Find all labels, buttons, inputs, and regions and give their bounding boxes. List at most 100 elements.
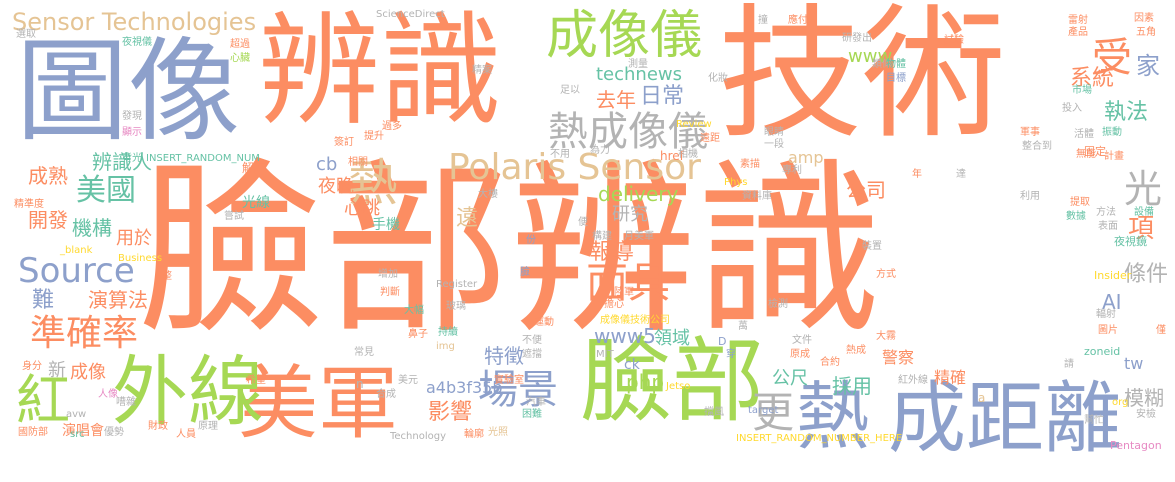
- word: 新: [48, 360, 66, 381]
- word: 為力: [590, 145, 610, 156]
- word: 辨識: [258, 0, 502, 142]
- word: www: [848, 46, 893, 67]
- word: 心跳: [344, 198, 380, 219]
- word: 影響: [428, 400, 473, 425]
- word: 遮擋: [522, 349, 542, 360]
- word: 精案: [472, 65, 492, 76]
- word: 超過: [230, 39, 250, 50]
- word: 更: [752, 388, 795, 437]
- word: Jetso: [666, 381, 691, 392]
- word: 採用: [832, 374, 872, 398]
- word: 類似: [872, 59, 892, 70]
- word: 背光: [122, 153, 142, 164]
- word: 遠距: [700, 133, 720, 144]
- word: 臉部: [580, 328, 765, 435]
- word: 警察: [882, 348, 915, 367]
- word: tw: [1124, 354, 1144, 373]
- word: 目標: [886, 73, 906, 84]
- word: 專利: [782, 165, 802, 176]
- word: 相機: [678, 149, 698, 160]
- word: 年: [912, 169, 922, 180]
- word: 設備: [1134, 207, 1154, 218]
- word: 提升: [364, 131, 384, 142]
- word: 系統: [1070, 66, 1115, 91]
- word: 夜視鏡: [1114, 235, 1147, 248]
- word: 嘈雜: [116, 397, 136, 408]
- word: 光: [1124, 167, 1163, 211]
- word: 遠: [456, 206, 479, 231]
- word: a: [978, 391, 986, 405]
- word: 開發: [28, 208, 68, 232]
- word: 臉部辨識: [138, 142, 883, 359]
- word: 公尺: [772, 368, 808, 389]
- word: MIT: [596, 349, 614, 360]
- word: org: [1112, 397, 1129, 408]
- word: 大霧: [876, 331, 896, 342]
- word: 成距離: [888, 374, 1123, 464]
- word: 物體: [886, 59, 906, 70]
- word: ck: [624, 357, 640, 373]
- word: 試驗: [944, 35, 964, 46]
- word: INSERT_RANDOM_NUMBER_HERE: [736, 433, 903, 444]
- word: 整: [162, 271, 172, 282]
- word: 領域: [654, 328, 690, 349]
- word: 輻射: [1096, 309, 1116, 320]
- word: ScienceDirect: [376, 9, 445, 20]
- word: 便: [578, 217, 588, 228]
- word: zoneid: [1084, 345, 1121, 358]
- word: 家: [1136, 52, 1160, 80]
- word: Pentagon: [1110, 439, 1162, 452]
- word: 份: [526, 235, 536, 246]
- word: 心臟: [230, 53, 250, 64]
- word: 光照: [488, 427, 508, 438]
- word: Register: [436, 279, 478, 290]
- word: 足以: [560, 85, 580, 96]
- word: 撞: [758, 15, 768, 26]
- word: 簽訂: [334, 137, 354, 148]
- word: 原成: [790, 349, 810, 360]
- word: 演算法: [88, 288, 148, 312]
- word: 受: [1092, 35, 1132, 81]
- word: 表面: [1098, 221, 1118, 232]
- word: 幫忙: [1084, 415, 1104, 426]
- word: 實驗室: [494, 375, 524, 386]
- word: INSERT_RANDOM_NUM: [146, 153, 260, 164]
- word: 陸軍: [614, 287, 634, 298]
- word: Technology: [390, 431, 447, 442]
- word: 發現: [122, 111, 142, 122]
- word: 穿: [726, 349, 736, 360]
- word: 準確率: [30, 313, 139, 354]
- word: technews: [596, 64, 683, 85]
- word: 財政: [148, 421, 168, 432]
- word: 常見: [354, 347, 374, 358]
- word: 玻璃: [446, 301, 466, 312]
- word: 計畫: [1104, 151, 1124, 162]
- word: 眼睛: [764, 127, 784, 138]
- word: amp: [788, 148, 824, 167]
- word: 活體: [1074, 129, 1094, 140]
- word: Business: [118, 253, 163, 264]
- word: a4b3f35b: [426, 378, 503, 397]
- word: 成像儀技術公司: [600, 315, 670, 326]
- word: 研究: [612, 204, 648, 225]
- word: 大樓: [478, 189, 498, 200]
- word: 美國: [76, 173, 136, 208]
- word: 素描: [740, 159, 760, 170]
- word: 投入: [1062, 103, 1082, 114]
- word: 演唱會: [62, 423, 104, 439]
- word: 鼻子: [408, 329, 428, 340]
- word: 光線: [242, 195, 270, 211]
- word: 顯示: [122, 127, 142, 138]
- word: 固定: [1084, 145, 1106, 158]
- word: 過多: [382, 121, 402, 132]
- word: 報導: [590, 240, 635, 265]
- word: 持續: [438, 327, 458, 338]
- word: 手機: [372, 217, 400, 233]
- word: 化妝: [708, 73, 728, 84]
- word: 方式: [876, 269, 896, 280]
- word: 用於: [116, 228, 152, 249]
- word: 熱成像儀: [548, 109, 708, 155]
- word: 選取: [16, 29, 36, 40]
- word: 困難: [522, 409, 542, 420]
